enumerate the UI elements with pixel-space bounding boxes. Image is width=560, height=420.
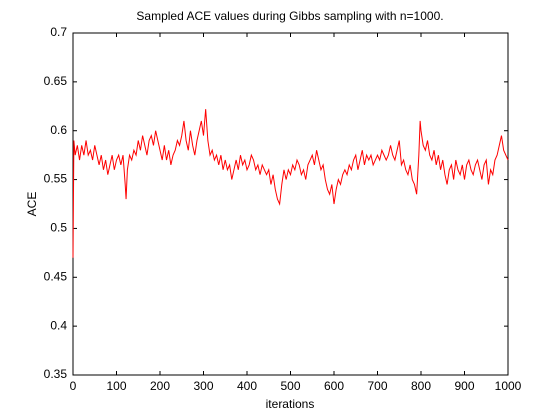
x-tick-label: 700 [367,379,387,393]
y-tick-label: 0.5 [50,221,67,235]
x-tick-label: 1000 [495,379,522,393]
y-tick-label: 0.55 [44,172,68,186]
x-tick-label: 500 [280,379,300,393]
x-tick-label: 300 [193,379,213,393]
chart-title: Sampled ACE values during Gibbs sampling… [136,9,443,23]
y-tick-label: 0.65 [44,74,68,88]
x-axis-label: iterations [266,397,315,411]
y-tick-label: 0.4 [50,318,67,332]
x-tick-label: 600 [324,379,344,393]
y-tick-label: 0.45 [44,269,68,283]
y-tick-label: 0.6 [50,123,67,137]
x-tick-label: 0 [70,379,77,393]
data-line [72,109,509,258]
x-tick-label: 100 [106,379,126,393]
y-tick-label: 0.35 [44,367,68,381]
y-tick-label: 0.7 [50,25,67,39]
x-tick-label: 800 [411,379,431,393]
x-tick-label: 400 [237,379,257,393]
x-tick-label: 900 [454,379,474,393]
y-axis-label: ACE [25,192,39,217]
x-tick-label: 200 [150,379,170,393]
plot-box [72,32,509,376]
